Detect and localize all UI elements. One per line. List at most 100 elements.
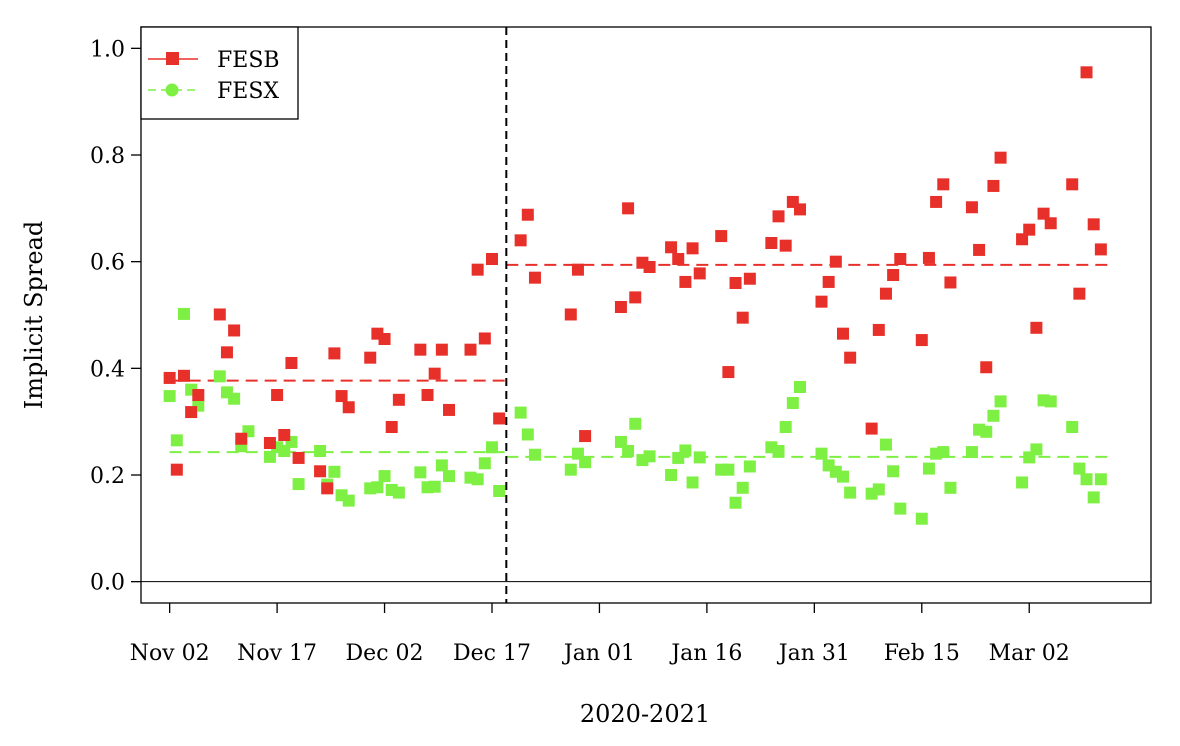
point-fesb <box>364 351 377 364</box>
point-fesb <box>922 251 935 264</box>
point-fesb <box>521 208 534 221</box>
point-fesb <box>443 403 456 416</box>
point-fesb <box>220 346 233 359</box>
point-fesx <box>844 486 857 499</box>
point-fesb <box>414 343 427 356</box>
point-fesx <box>665 469 678 481</box>
point-fesx <box>894 502 907 515</box>
point-fesx <box>729 496 742 509</box>
point-fesb <box>729 277 742 289</box>
point-fesx <box>213 370 226 383</box>
point-fesb <box>643 261 656 273</box>
legend-label-fesx: FESX <box>217 79 279 104</box>
point-fesx <box>521 428 534 441</box>
point-fesb <box>930 195 943 208</box>
point-fesb <box>944 276 957 289</box>
legend-label-fesb: FESB <box>217 48 280 73</box>
point-fesb <box>493 412 506 425</box>
x-tick-label: Jan 31 <box>777 641 850 666</box>
point-fesx <box>743 460 756 473</box>
point-fesb <box>571 263 584 276</box>
point-fesb <box>421 389 434 401</box>
point-fesx <box>786 397 799 409</box>
point-fesx <box>1044 395 1057 408</box>
y-tick-label: 1.0 <box>90 37 125 62</box>
point-fesb <box>1066 178 1079 191</box>
point-fesx <box>794 381 807 393</box>
point-fesx <box>478 457 491 470</box>
point-fesx <box>965 446 978 459</box>
point-fesb <box>894 253 907 265</box>
point-fesx <box>528 448 541 461</box>
point-fesb <box>937 178 950 191</box>
point-fesb <box>879 287 892 300</box>
point-fesb <box>844 351 857 364</box>
point-fesx <box>314 445 327 457</box>
x-tick-label: Dec 02 <box>346 641 424 666</box>
point-fesb <box>170 463 183 476</box>
point-fesx <box>263 450 276 463</box>
point-fesb <box>794 203 807 216</box>
point-fesb <box>836 327 849 340</box>
point-fesx <box>1030 443 1043 456</box>
point-fesb <box>736 311 749 324</box>
point-fesb <box>385 421 398 433</box>
point-fesx <box>614 435 627 448</box>
point-fesb <box>865 422 878 435</box>
point-fesb <box>271 389 284 401</box>
mean-lines <box>169 263 1109 458</box>
point-fesx <box>428 480 441 493</box>
x-tick-label: Mar 02 <box>989 641 1070 666</box>
legend-box <box>140 26 299 120</box>
point-fesx <box>987 409 1000 422</box>
point-fesb <box>342 401 355 414</box>
x-tick-label: Nov 02 <box>130 641 210 666</box>
point-fesb <box>564 308 577 321</box>
x-tick-label: Feb 15 <box>884 641 960 666</box>
point-fesx <box>435 459 448 472</box>
point-fesb <box>665 241 678 254</box>
point-fesx <box>177 307 190 320</box>
point-fesx <box>922 462 935 475</box>
point-fesx <box>937 446 950 459</box>
point-fesx <box>564 463 577 476</box>
point-fesb <box>285 357 298 369</box>
point-fesb <box>614 301 627 313</box>
point-fesb <box>693 267 706 280</box>
y-tick-label: 0.0 <box>90 571 125 596</box>
point-fesx <box>872 483 885 496</box>
point-fesb <box>471 263 484 276</box>
point-fesb <box>722 366 735 379</box>
point-fesx <box>686 476 699 489</box>
point-fesx <box>622 445 635 457</box>
point-fesb <box>1023 223 1036 236</box>
point-fesx <box>836 470 849 483</box>
point-fesb <box>779 239 792 252</box>
data-points <box>163 66 1107 525</box>
point-fesb <box>872 323 885 336</box>
point-fesx <box>1087 491 1100 504</box>
y-tick-label: 0.2 <box>90 464 125 489</box>
point-fesx <box>944 481 957 494</box>
point-fesx <box>328 465 341 478</box>
point-fesb <box>185 406 198 419</box>
point-fesx <box>414 466 427 479</box>
point-fesb <box>887 269 900 281</box>
point-fesb <box>994 151 1007 164</box>
point-fesb <box>192 389 205 401</box>
point-fesb <box>772 210 785 223</box>
point-fesb <box>1080 66 1093 79</box>
point-fesb <box>464 343 477 356</box>
x-tick-label: Dec 17 <box>453 641 531 666</box>
point-fesb <box>378 333 391 345</box>
point-fesb <box>987 179 1000 192</box>
point-fesb <box>1094 243 1107 256</box>
point-fesb <box>622 202 635 215</box>
point-fesb <box>715 230 728 243</box>
point-fesx <box>471 473 484 486</box>
legend: FESB FESX <box>140 26 299 120</box>
point-fesb <box>1030 321 1043 334</box>
point-fesx <box>485 441 498 454</box>
point-fesx <box>170 434 183 447</box>
